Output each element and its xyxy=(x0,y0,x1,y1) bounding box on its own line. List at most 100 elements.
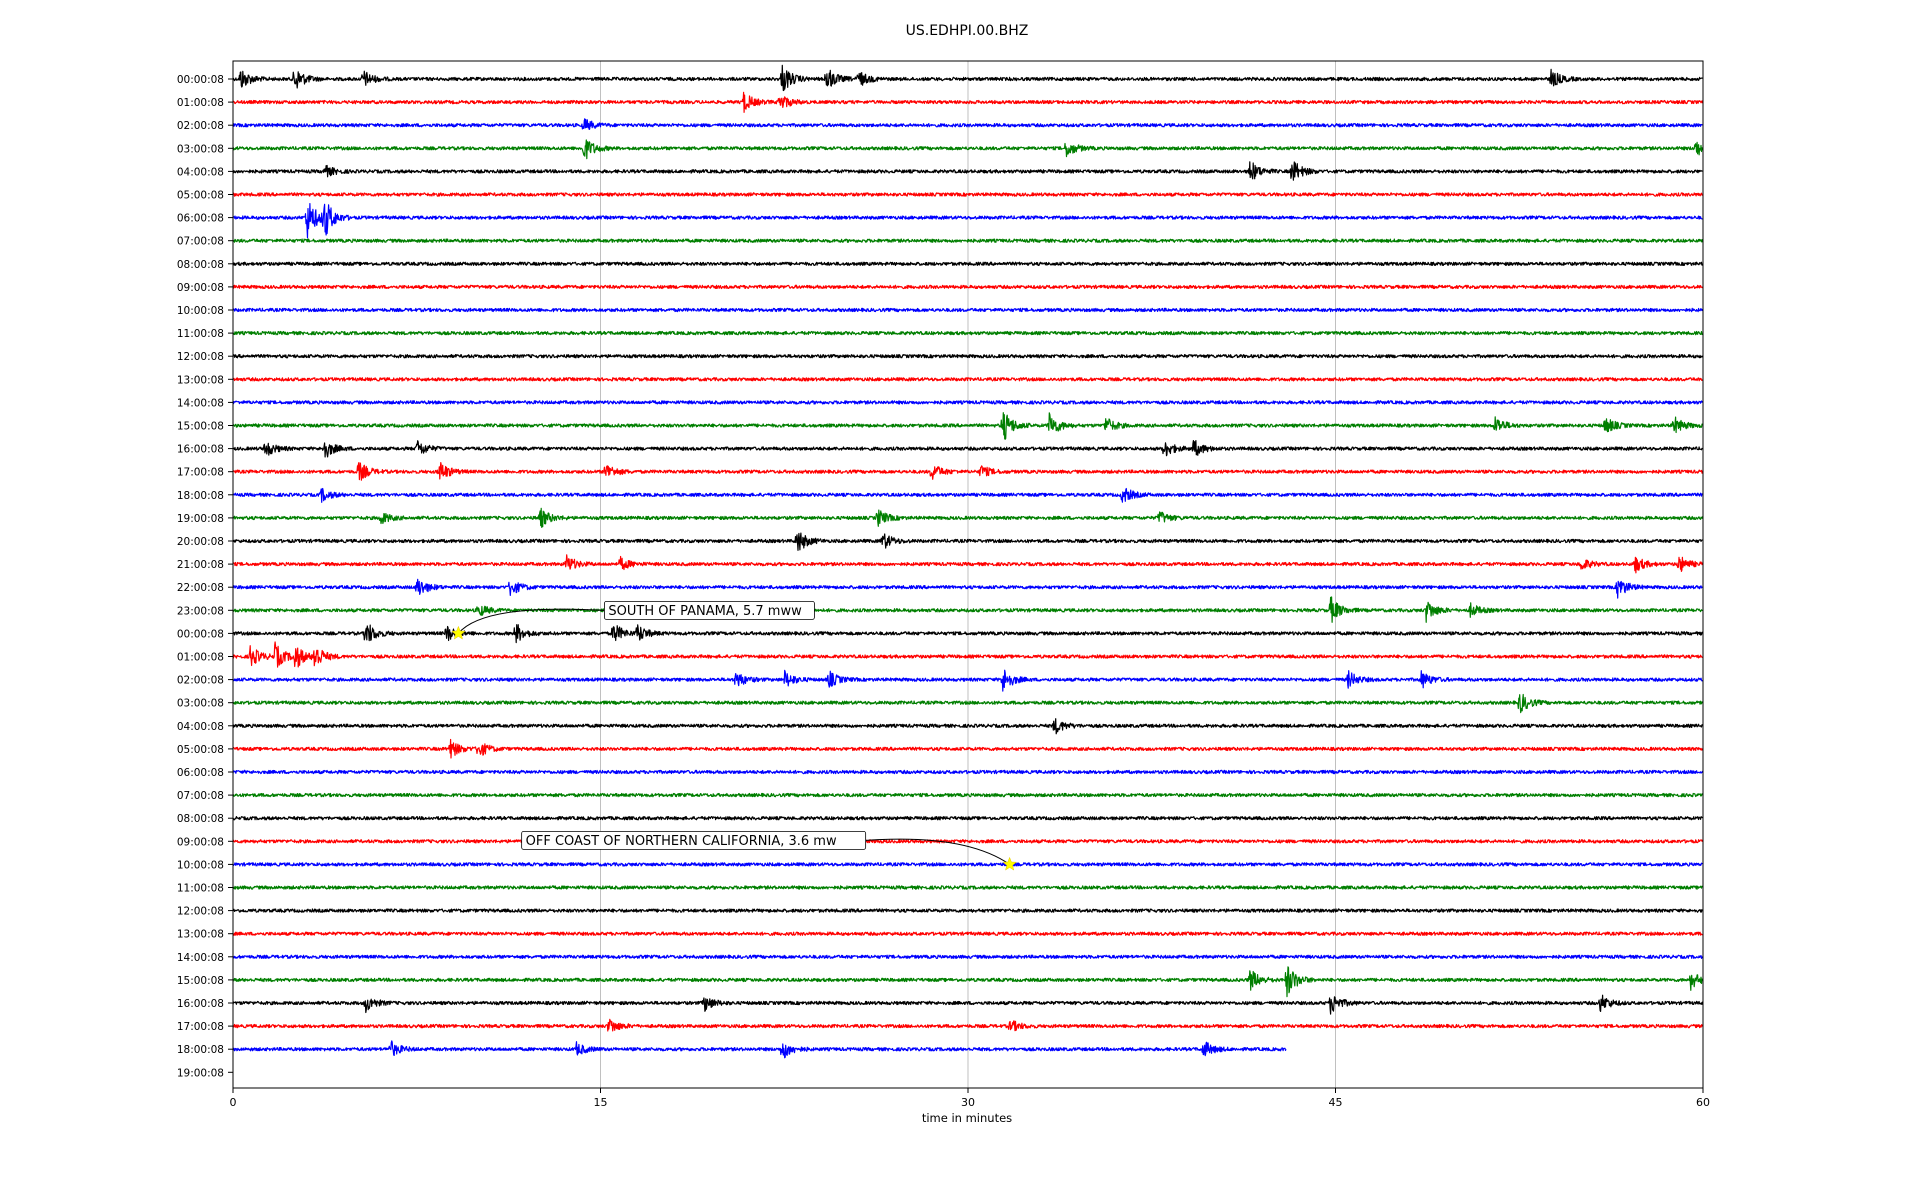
event-label-box xyxy=(604,601,815,620)
event-star-icon xyxy=(1002,856,1017,871)
row-time-label: 15:00:08 xyxy=(177,421,224,433)
event-annotation: OFF COAST OF NORTHERN CALIFORNIA, 3.6 mw xyxy=(521,831,1017,871)
row-time-label: 00:00:08 xyxy=(177,74,224,86)
row-time-label: 12:00:08 xyxy=(177,906,224,918)
trace-row xyxy=(232,954,1704,959)
row-time-label: 19:00:08 xyxy=(177,513,224,525)
row-time-label: 14:00:08 xyxy=(177,397,224,409)
row-time-label: 07:00:08 xyxy=(177,790,224,802)
grid-lines xyxy=(600,61,1336,1088)
trace-row xyxy=(232,487,1703,503)
event-label-box xyxy=(521,831,867,850)
trace-row xyxy=(232,238,1704,243)
event-annotations: SOUTH OF PANAMA, 5.7 mww OFF COAST OF NOR… xyxy=(451,601,1017,871)
row-time-label: 13:00:08 xyxy=(177,374,224,386)
trace-row xyxy=(232,440,1703,458)
row-time-label: 15:00:08 xyxy=(177,975,224,987)
row-time-label: 12:00:08 xyxy=(177,351,224,363)
trace-row xyxy=(232,400,1704,405)
row-time-label: 05:00:08 xyxy=(177,744,224,756)
trace-row xyxy=(232,994,1704,1015)
row-time-label: 06:00:08 xyxy=(177,213,224,225)
trace-row xyxy=(232,118,1703,130)
trace-row xyxy=(232,1040,1287,1059)
trace-row xyxy=(232,718,1703,735)
trace-row xyxy=(232,641,1703,668)
row-time-label: 16:00:08 xyxy=(177,998,224,1010)
trace-row xyxy=(232,284,1704,290)
chart-title: US.EDHPI.00.BHZ xyxy=(906,23,1029,39)
trace-row xyxy=(232,885,1703,890)
trace-row xyxy=(232,792,1704,798)
row-time-label: 23:00:08 xyxy=(177,605,224,617)
trace-row xyxy=(232,862,1703,867)
trace-row xyxy=(232,330,1704,336)
trace-row xyxy=(232,693,1704,714)
row-time-label: 07:00:08 xyxy=(177,236,224,248)
event-star-icon xyxy=(451,625,466,640)
row-time-label: 03:00:08 xyxy=(177,698,224,710)
trace-row xyxy=(232,669,1703,692)
row-time-label: 11:00:08 xyxy=(177,883,224,895)
trace-row xyxy=(232,532,1703,551)
trace-row xyxy=(232,931,1703,936)
trace-row xyxy=(232,554,1704,574)
trace-row xyxy=(232,192,1703,197)
trace-row xyxy=(232,203,1703,239)
row-time-label: 19:00:08 xyxy=(177,1067,224,1079)
row-time-label: 22:00:08 xyxy=(177,582,224,594)
trace-row xyxy=(232,354,1704,359)
row-time-label: 21:00:08 xyxy=(177,559,224,571)
row-time-label: 09:00:08 xyxy=(177,836,224,848)
trace-row xyxy=(232,307,1704,313)
row-time-label: 04:00:08 xyxy=(177,721,224,733)
row-time-label: 02:00:08 xyxy=(177,120,224,132)
event-annotation: SOUTH OF PANAMA, 5.7 mww xyxy=(451,601,815,640)
trace-row xyxy=(232,507,1704,528)
event-label: OFF COAST OF NORTHERN CALIFORNIA, 3.6 mw xyxy=(526,834,837,849)
row-time-label: 17:00:08 xyxy=(177,467,224,479)
row-time-label: 10:00:08 xyxy=(177,859,224,871)
row-time-label: 09:00:08 xyxy=(177,282,224,294)
row-time-label: 08:00:08 xyxy=(177,259,224,271)
trace-row xyxy=(232,462,1704,481)
trace-row xyxy=(232,908,1703,913)
x-tick-label: 15 xyxy=(594,1096,608,1109)
row-time-label: 18:00:08 xyxy=(177,1044,224,1056)
row-time-label: 13:00:08 xyxy=(177,929,224,941)
row-time-label: 11:00:08 xyxy=(177,328,224,340)
callout-arrow xyxy=(865,838,1010,865)
trace-row xyxy=(232,261,1704,266)
trace-row xyxy=(232,738,1704,759)
trace-row xyxy=(232,161,1703,181)
trace-row xyxy=(232,1018,1704,1032)
row-time-label: 00:00:08 xyxy=(177,628,224,640)
row-time-label: 14:00:08 xyxy=(177,952,224,964)
trace-row xyxy=(232,816,1703,821)
x-tick-label: 0 xyxy=(230,1096,237,1109)
row-time-labels: 00:00:08 01:00:08 02:00:08 03:00:08 04:00:08… xyxy=(177,74,233,1079)
row-time-label: 06:00:08 xyxy=(177,767,224,779)
trace-row xyxy=(232,596,1703,623)
x-axis-ticks: 0 15 30 45 60 xyxy=(230,1088,1710,1109)
row-time-label: 01:00:08 xyxy=(177,652,224,664)
x-tick-label: 60 xyxy=(1696,1096,1710,1109)
row-time-label: 18:00:08 xyxy=(177,490,224,502)
row-time-label: 16:00:08 xyxy=(177,444,224,456)
trace-row xyxy=(232,64,1703,92)
row-time-label: 01:00:08 xyxy=(177,97,224,109)
row-time-label: 08:00:08 xyxy=(177,813,224,825)
row-time-label: 04:00:08 xyxy=(177,166,224,178)
x-tick-label: 30 xyxy=(961,1096,975,1109)
row-time-label: 02:00:08 xyxy=(177,675,224,687)
trace-row xyxy=(232,377,1704,382)
callout-arrow xyxy=(458,608,605,634)
event-label: SOUTH OF PANAMA, 5.7 mww xyxy=(608,604,802,619)
row-time-label: 17:00:08 xyxy=(177,1021,224,1033)
seismic-traces xyxy=(232,64,1704,1059)
trace-row xyxy=(232,624,1704,644)
trace-row xyxy=(232,966,1704,998)
trace-row xyxy=(232,578,1703,599)
